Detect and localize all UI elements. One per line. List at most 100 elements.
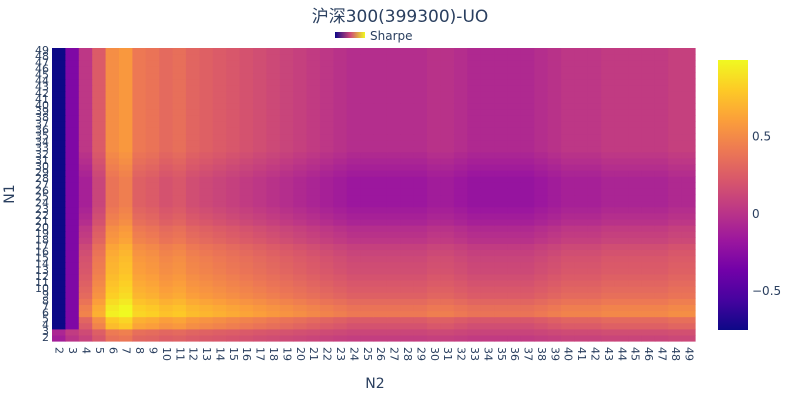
heatmap-cell[interactable]	[333, 127, 348, 135]
heatmap-cell[interactable]	[440, 237, 455, 244]
heatmap-cell[interactable]	[199, 218, 214, 226]
heatmap-cell[interactable]	[105, 188, 120, 196]
heatmap-cell[interactable]	[534, 170, 549, 177]
heatmap-cell[interactable]	[92, 54, 107, 61]
heatmap-cell[interactable]	[427, 157, 442, 165]
heatmap-cell[interactable]	[65, 292, 80, 299]
heatmap-cell[interactable]	[507, 255, 522, 263]
heatmap-cell[interactable]	[534, 304, 549, 312]
heatmap-cell[interactable]	[654, 72, 669, 80]
heatmap-cell[interactable]	[494, 151, 509, 159]
heatmap-cell[interactable]	[118, 151, 133, 159]
heatmap-cell[interactable]	[293, 328, 308, 336]
heatmap-cell[interactable]	[132, 48, 147, 55]
heatmap-cell[interactable]	[681, 206, 696, 214]
heatmap-cell[interactable]	[132, 157, 147, 165]
heatmap-cell[interactable]	[52, 243, 66, 251]
heatmap-cell[interactable]	[507, 261, 522, 269]
heatmap-cell[interactable]	[480, 304, 495, 312]
heatmap-cell[interactable]	[239, 176, 254, 183]
heatmap-cell[interactable]	[494, 206, 509, 214]
heatmap-cell[interactable]	[467, 78, 482, 86]
heatmap-cell[interactable]	[239, 139, 254, 147]
heatmap-cell[interactable]	[199, 310, 214, 318]
heatmap-cell[interactable]	[427, 170, 442, 177]
heatmap-cell[interactable]	[547, 200, 562, 208]
heatmap-cell[interactable]	[333, 255, 348, 263]
heatmap-cell[interactable]	[172, 72, 187, 80]
heatmap-cell[interactable]	[480, 151, 495, 159]
heatmap-cell[interactable]	[293, 200, 308, 208]
heatmap-cell[interactable]	[78, 188, 93, 196]
heatmap-cell[interactable]	[507, 182, 522, 189]
heatmap-cell[interactable]	[52, 249, 66, 257]
heatmap-cell[interactable]	[574, 121, 589, 128]
heatmap-cell[interactable]	[386, 133, 401, 141]
heatmap-cell[interactable]	[668, 310, 683, 318]
heatmap-cell[interactable]	[453, 237, 468, 244]
heatmap-cell[interactable]	[587, 60, 602, 67]
heatmap-cell[interactable]	[306, 243, 321, 251]
heatmap-cell[interactable]	[668, 212, 683, 220]
heatmap-cell[interactable]	[507, 286, 522, 293]
heatmap-cell[interactable]	[494, 334, 509, 342]
heatmap-cell[interactable]	[507, 316, 522, 324]
heatmap-cell[interactable]	[333, 48, 348, 55]
heatmap-cell[interactable]	[105, 286, 120, 293]
heatmap-cell[interactable]	[65, 96, 80, 104]
heatmap-cell[interactable]	[373, 279, 388, 287]
heatmap-cell[interactable]	[279, 84, 294, 92]
heatmap-cell[interactable]	[172, 182, 187, 189]
heatmap-cell[interactable]	[279, 255, 294, 263]
heatmap-cell[interactable]	[172, 316, 187, 324]
heatmap-cell[interactable]	[386, 182, 401, 189]
heatmap-cell[interactable]	[601, 102, 616, 110]
heatmap-cell[interactable]	[346, 66, 361, 74]
heatmap-cell[interactable]	[507, 151, 522, 159]
heatmap-cell[interactable]	[400, 163, 415, 171]
heatmap-cell[interactable]	[185, 188, 200, 196]
heatmap-cell[interactable]	[172, 212, 187, 220]
heatmap-cell[interactable]	[226, 322, 241, 330]
heatmap-cell[interactable]	[520, 121, 535, 128]
heatmap-cell[interactable]	[534, 249, 549, 257]
heatmap-cell[interactable]	[480, 78, 495, 86]
heatmap-cell[interactable]	[226, 151, 241, 159]
heatmap-cell[interactable]	[333, 121, 348, 128]
heatmap-cell[interactable]	[132, 279, 147, 287]
heatmap-cell[interactable]	[668, 225, 683, 232]
heatmap-cell[interactable]	[440, 328, 455, 336]
heatmap-cell[interactable]	[440, 60, 455, 67]
heatmap-cell[interactable]	[534, 109, 549, 116]
heatmap-cell[interactable]	[520, 200, 535, 208]
heatmap-cell[interactable]	[333, 188, 348, 196]
heatmap-cell[interactable]	[78, 157, 93, 165]
heatmap-cell[interactable]	[252, 298, 267, 305]
heatmap-cell[interactable]	[386, 139, 401, 147]
heatmap-cell[interactable]	[92, 115, 107, 122]
heatmap-cell[interactable]	[507, 298, 522, 305]
heatmap-cell[interactable]	[118, 157, 133, 165]
heatmap-cell[interactable]	[654, 96, 669, 104]
heatmap-cell[interactable]	[641, 273, 656, 281]
heatmap-cell[interactable]	[333, 96, 348, 104]
heatmap-cell[interactable]	[386, 121, 401, 128]
heatmap-cell[interactable]	[561, 310, 576, 318]
heatmap-cell[interactable]	[52, 212, 66, 220]
heatmap-cell[interactable]	[293, 84, 308, 92]
heatmap-cell[interactable]	[453, 60, 468, 67]
heatmap-cell[interactable]	[185, 121, 200, 128]
heatmap-cell[interactable]	[681, 334, 696, 342]
heatmap-cell[interactable]	[145, 78, 160, 86]
heatmap-cell[interactable]	[159, 316, 174, 324]
heatmap-cell[interactable]	[78, 267, 93, 275]
heatmap-cell[interactable]	[641, 279, 656, 287]
heatmap-cell[interactable]	[386, 322, 401, 330]
heatmap-cell[interactable]	[547, 145, 562, 153]
heatmap-cell[interactable]	[628, 225, 643, 232]
heatmap-cell[interactable]	[453, 139, 468, 147]
heatmap-cell[interactable]	[413, 200, 428, 208]
heatmap-cell[interactable]	[132, 60, 147, 67]
heatmap-cell[interactable]	[145, 218, 160, 226]
heatmap-cell[interactable]	[145, 322, 160, 330]
